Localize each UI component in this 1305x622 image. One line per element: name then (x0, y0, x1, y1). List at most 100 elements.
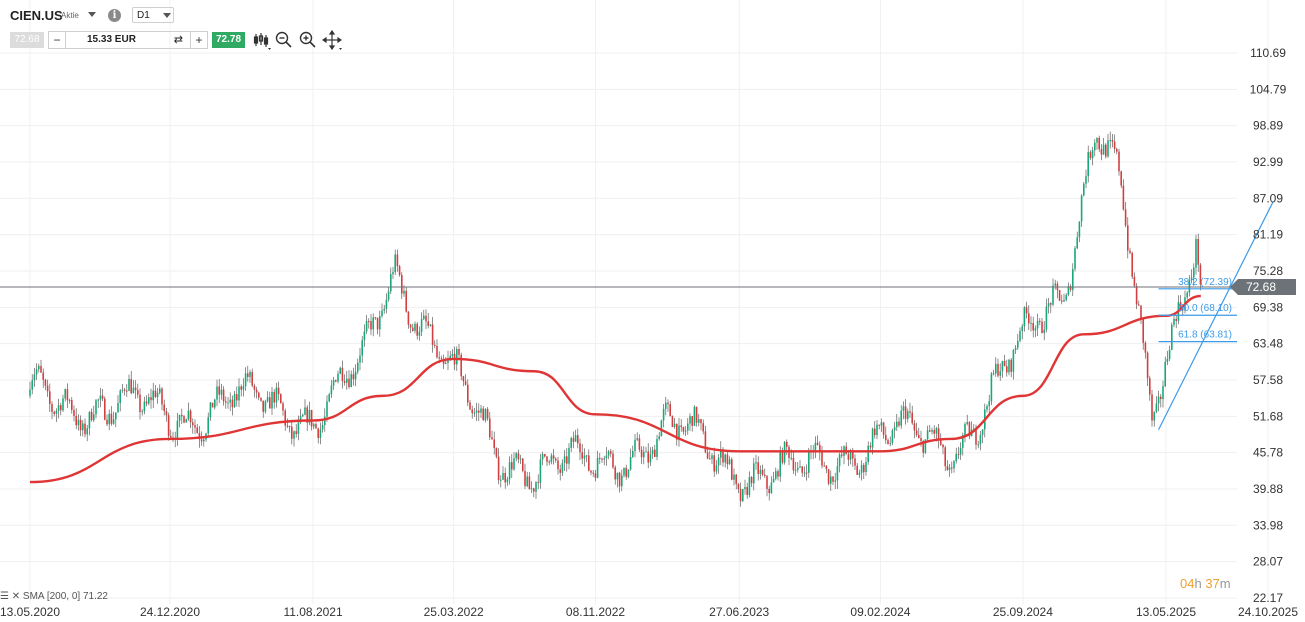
candle-down (1138, 304, 1140, 306)
candle-up (387, 291, 390, 300)
candle-up (473, 412, 476, 414)
list-icon[interactable]: ☰ (0, 591, 9, 602)
candle-down (370, 321, 372, 330)
zoom-out-icon[interactable] (274, 30, 294, 50)
plus-icon[interactable]: + (190, 32, 207, 48)
candle-up (1023, 307, 1026, 327)
candle-down (145, 401, 148, 404)
candle-down (768, 488, 770, 494)
candle-up (1166, 359, 1169, 362)
candle-down (163, 404, 165, 412)
candle-up (429, 324, 432, 326)
timeframe-select[interactable]: D1 (132, 7, 174, 23)
chevron-down-icon[interactable] (88, 12, 96, 17)
candle-down (847, 454, 850, 460)
candle-up (858, 472, 861, 475)
candle-down (816, 442, 819, 445)
candle-down (306, 407, 308, 423)
candle-down (150, 397, 152, 401)
candle-down (282, 403, 284, 411)
quantity-value[interactable]: 15.33 EUR (87, 34, 136, 45)
candle-down (823, 465, 825, 467)
candle-up (117, 403, 119, 413)
candle-up (304, 407, 306, 415)
candle-up (797, 467, 799, 470)
candle-up (616, 472, 619, 480)
candle-down (405, 290, 407, 312)
candle-up (185, 419, 187, 423)
fib-level-label: 61.8 (63.81) (1178, 330, 1232, 341)
candle-down (1050, 303, 1052, 305)
candle-down (1133, 276, 1136, 286)
candle-up (891, 430, 894, 444)
candle-up (392, 272, 394, 275)
candle-down (427, 321, 429, 326)
candle-up (880, 422, 883, 426)
y-tick-label: 75.28 (1253, 264, 1283, 278)
candle-up (359, 355, 361, 363)
swap-icon[interactable]: ⇄ (173, 34, 183, 46)
candle-down (592, 472, 594, 474)
candle-down (495, 447, 498, 457)
candle-down (1160, 396, 1162, 399)
candle-up (1173, 318, 1175, 325)
candle-up (1188, 280, 1191, 293)
indicator-legend[interactable]: ☰ ✕ SMA [200, 0] 71.22 (0, 591, 108, 602)
candle-up (97, 399, 99, 401)
candle-up (711, 455, 713, 459)
candle-down (139, 394, 141, 412)
candle-up (799, 466, 801, 468)
candle-down (898, 421, 900, 426)
candles-icon[interactable] (251, 30, 271, 50)
candle-down (676, 423, 678, 440)
candle-up (660, 420, 663, 437)
candle-up (742, 489, 744, 502)
candle-down (841, 454, 843, 456)
candle-up (649, 454, 652, 463)
candle-up (381, 310, 383, 317)
candle-down (425, 315, 427, 322)
candle-down (827, 469, 830, 484)
candle-down (1113, 141, 1116, 149)
quantity-stepper[interactable]: − 15.33 EUR ⇄ + (48, 31, 208, 49)
candle-down (46, 385, 49, 392)
candle-up (585, 455, 588, 457)
candle-up (390, 274, 392, 292)
candle-down (548, 461, 550, 463)
candle-down (1100, 149, 1103, 155)
crosshair-move-icon[interactable] (322, 30, 342, 50)
minus-icon[interactable]: − (49, 32, 66, 48)
candle-up (561, 462, 564, 473)
candle-up (689, 416, 691, 424)
candle-down (577, 435, 579, 444)
candle-down (497, 456, 500, 481)
candle-down (1061, 300, 1063, 302)
y-tick-label: 92.99 (1253, 155, 1283, 169)
candle-up (990, 373, 993, 402)
candle-down (750, 476, 753, 484)
candle-up (321, 425, 324, 430)
candle-up (350, 374, 352, 387)
candle-down (832, 476, 834, 482)
candle-up (1074, 248, 1076, 270)
candle-up (115, 412, 117, 420)
candle-up (779, 451, 781, 477)
candle-down (1089, 152, 1092, 159)
zoom-in-icon[interactable] (298, 30, 318, 50)
candle-down (951, 467, 953, 469)
candle-up (1109, 139, 1111, 141)
candle-up (330, 385, 333, 395)
buy-price-button[interactable]: 72.78 (212, 32, 245, 48)
candle-up (508, 462, 511, 480)
candle-down (746, 487, 748, 496)
timeframe-value: D1 (137, 10, 150, 21)
close-icon[interactable]: ✕ (11, 591, 21, 602)
candle-down (885, 434, 887, 441)
y-tick-label: 98.89 (1253, 119, 1283, 133)
candle-up (539, 459, 542, 483)
symbol-label[interactable]: CIEN.US (10, 8, 63, 23)
info-icon[interactable]: i (108, 9, 121, 22)
sell-price-button[interactable]: 72.68 (10, 32, 44, 48)
candle-up (328, 394, 330, 402)
